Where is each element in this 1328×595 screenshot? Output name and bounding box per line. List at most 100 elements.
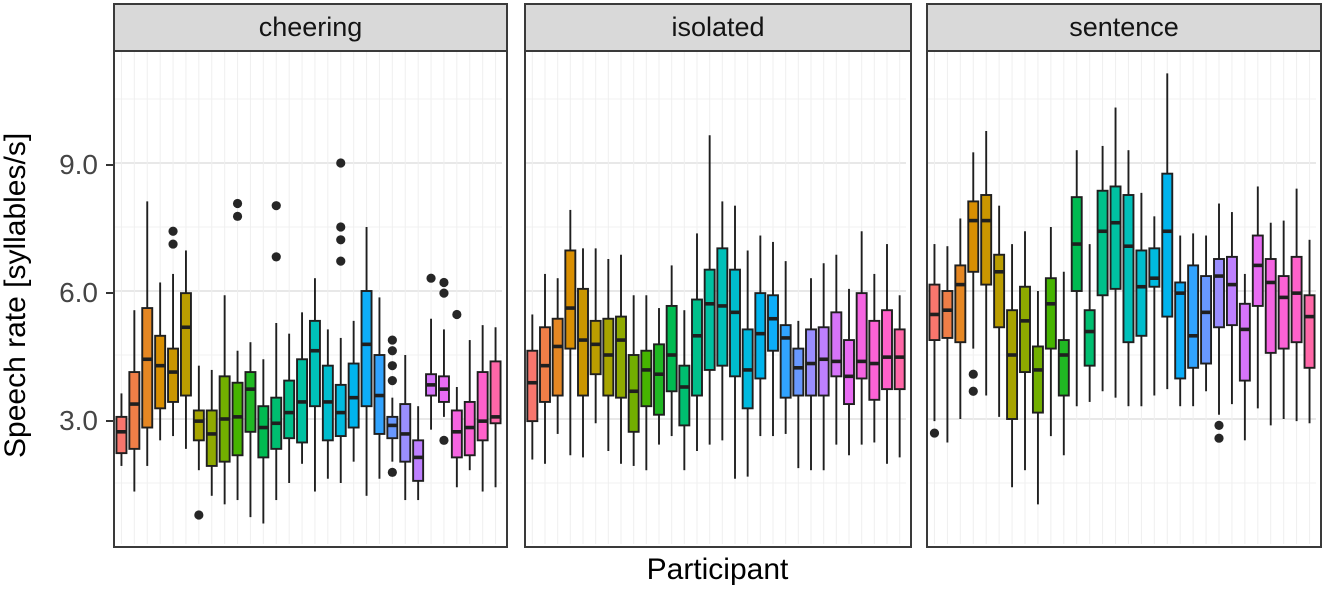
- box-participant-28: [868, 319, 881, 401]
- outlier-point: [439, 435, 449, 445]
- outlier-point: [168, 239, 178, 249]
- box-participant-16: [1122, 194, 1135, 344]
- box-participant-14: [283, 379, 296, 440]
- box-participant-7: [192, 409, 205, 442]
- box-participant-10: [640, 349, 653, 408]
- box-participant-17: [729, 268, 741, 378]
- box-participant-3: [551, 317, 564, 397]
- box-participant-2: [941, 290, 954, 339]
- outlier-point: [929, 428, 940, 438]
- y-tick-mark: [106, 164, 113, 166]
- box-participant-5: [167, 347, 179, 403]
- box-participant-4: [154, 334, 167, 410]
- outlier-point: [426, 273, 436, 283]
- box-participant-8: [1019, 285, 1031, 374]
- facet-strip-label: sentence: [1069, 12, 1179, 42]
- box-participant-18: [334, 383, 347, 438]
- box-participant-14: [691, 298, 703, 397]
- outlier-point: [387, 375, 397, 386]
- outlier-point: [1214, 433, 1224, 443]
- y-tick-label-6: 6.0: [59, 277, 98, 308]
- box-participant-29: [881, 309, 893, 391]
- facet-strip-sentence: sentence: [926, 3, 1322, 52]
- boxplot-svg-isolated: [526, 52, 906, 544]
- outlier-point: [271, 252, 281, 262]
- outlier-point: [336, 158, 346, 168]
- box-participant-3: [954, 264, 967, 344]
- box-participant-13: [678, 364, 691, 427]
- box-participant-28: [1277, 275, 1290, 350]
- facet-strip-label: isolated: [671, 12, 765, 42]
- box-participant-6: [179, 292, 192, 397]
- facet-strip-label: cheering: [258, 12, 363, 42]
- box-participant-4: [967, 200, 980, 273]
- box-participant-24: [817, 326, 830, 397]
- box-participant-27: [1264, 258, 1277, 354]
- box-participant-17: [1135, 249, 1148, 337]
- outlier-point: [387, 346, 397, 356]
- box-participant-30: [1303, 294, 1316, 369]
- box-participant-20: [767, 294, 779, 352]
- box-participant-27: [450, 409, 463, 459]
- box-participant-3: [141, 307, 154, 429]
- box-participant-22: [386, 415, 399, 440]
- box-participant-27: [855, 292, 868, 380]
- box-participant-6: [993, 253, 1006, 329]
- box-participant-19: [754, 292, 767, 380]
- outlier-point: [336, 235, 346, 245]
- box-participant-21: [779, 324, 792, 399]
- box-participant-7: [1006, 309, 1019, 420]
- box-participant-29: [1290, 255, 1303, 344]
- box-participant-11: [1057, 339, 1070, 397]
- box-participant-26: [1251, 234, 1264, 307]
- outlier-point: [336, 222, 346, 232]
- boxplot-svg-cheering: [115, 52, 502, 544]
- box-participant-15: [1109, 185, 1122, 290]
- facet-plot-area-cheering: [113, 52, 508, 548]
- box-participant-26: [843, 339, 855, 406]
- facet-plot-area-isolated: [524, 52, 912, 548]
- box-participant-1: [526, 349, 539, 423]
- box-participant-15: [703, 268, 716, 371]
- box-participant-9: [627, 354, 640, 433]
- box-participant-13: [1083, 309, 1096, 367]
- box-participant-4: [564, 249, 577, 350]
- box-participant-7: [602, 317, 615, 397]
- box-participant-8: [615, 315, 627, 399]
- outlier-point: [387, 361, 397, 371]
- outlier-point: [439, 288, 449, 298]
- box-participant-29: [476, 371, 489, 442]
- box-participant-1: [115, 415, 128, 455]
- box-participant-11: [244, 371, 257, 433]
- box-participant-12: [257, 405, 270, 459]
- box-participant-22: [1200, 275, 1213, 365]
- outlier-point: [439, 277, 449, 288]
- box-participant-11: [653, 343, 665, 416]
- box-participant-5: [577, 287, 589, 397]
- facet-panel-isolated: isolated: [524, 3, 912, 548]
- box-participant-22: [792, 347, 805, 397]
- outlier-point: [1214, 420, 1224, 431]
- outlier-point: [232, 211, 243, 221]
- box-participant-24: [412, 439, 425, 482]
- outlier-point: [387, 467, 397, 477]
- box-participant-5: [980, 194, 993, 286]
- facet-strip-isolated: isolated: [524, 3, 912, 52]
- box-participant-25: [830, 311, 843, 378]
- facet-plot-area-sentence: [926, 52, 1322, 548]
- outlier-point: [168, 226, 178, 236]
- outlier-point: [968, 369, 978, 379]
- box-participant-12: [665, 304, 678, 393]
- y-tick-label-3: 3.0: [59, 405, 98, 436]
- box-participant-18: [1148, 247, 1161, 288]
- facet-panel-cheering: cheering: [113, 3, 508, 548]
- y-tick-label-9: 9.0: [59, 149, 98, 180]
- box-participant-20: [1174, 281, 1187, 380]
- y-tick-mark: [106, 292, 113, 294]
- boxplot-svg-sentence: [928, 52, 1316, 544]
- box-participant-21: [1187, 264, 1200, 369]
- box-participant-10: [231, 381, 244, 457]
- outlier-point: [336, 256, 346, 266]
- box-participant-30: [893, 328, 906, 391]
